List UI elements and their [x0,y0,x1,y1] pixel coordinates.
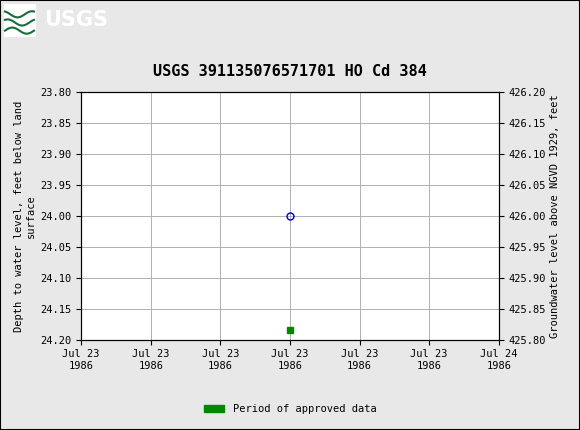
Legend: Period of approved data: Period of approved data [200,400,380,418]
Text: USGS 391135076571701 HO Cd 384: USGS 391135076571701 HO Cd 384 [153,64,427,80]
Y-axis label: Groundwater level above NGVD 1929, feet: Groundwater level above NGVD 1929, feet [550,94,560,338]
Bar [4,4,36,37]
Y-axis label: Depth to water level, feet below land
surface: Depth to water level, feet below land su… [14,101,36,332]
Text: USGS: USGS [44,10,108,31]
